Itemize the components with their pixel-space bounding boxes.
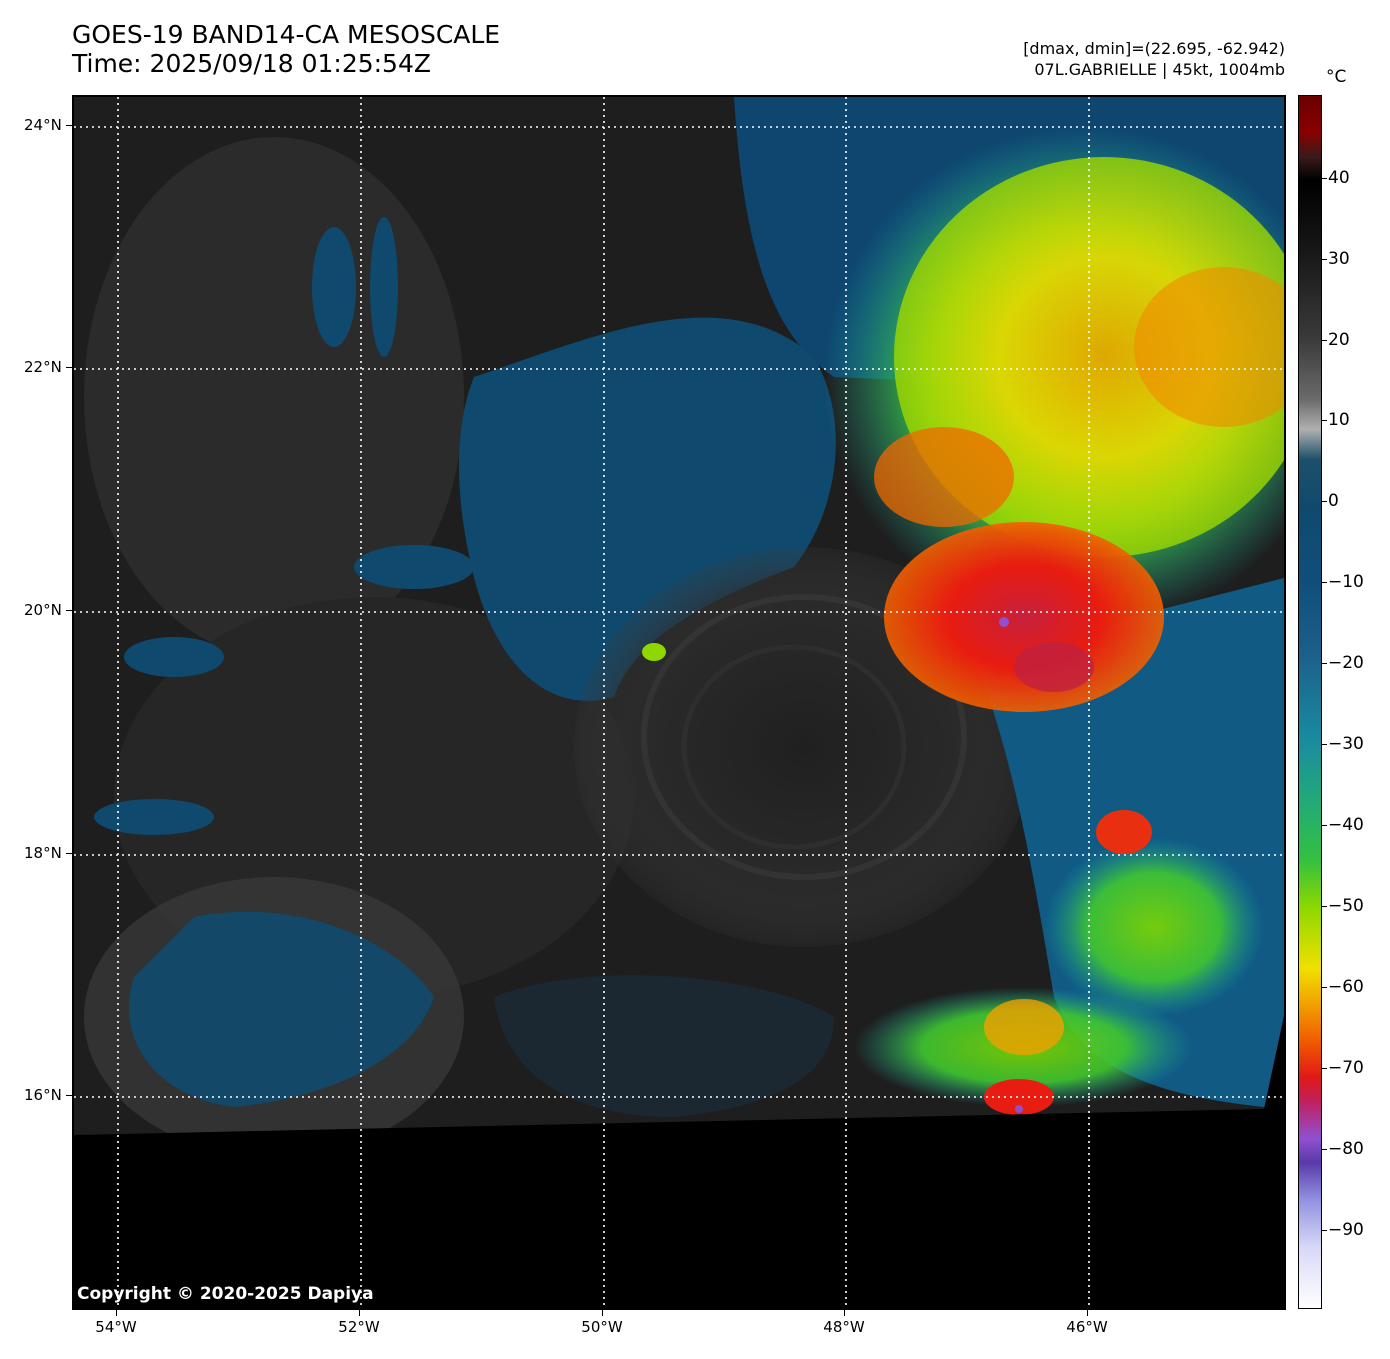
map-title: GOES-19 BAND14-CA MESOSCALE Time: 2025/0… (72, 20, 500, 78)
colorbar-label: −60 (1328, 977, 1364, 997)
lat-tick (66, 610, 72, 611)
lat-tick (66, 367, 72, 368)
colorbar-label: −50 (1328, 896, 1364, 916)
satellite-map[interactable] (72, 95, 1286, 1310)
colorbar-label: 40 (1328, 168, 1350, 188)
colorbar-tick (1322, 1230, 1327, 1231)
colorbar-tick (1322, 744, 1327, 745)
colorbar-tick (1322, 987, 1327, 988)
lat-label-18n: 18°N (24, 844, 62, 862)
lat-label-22n: 22°N (24, 358, 62, 376)
lat-tick (66, 853, 72, 854)
lon-label-50w: 50°W (581, 1318, 623, 1336)
colorbar-label: 10 (1328, 410, 1350, 430)
lon-label-46w: 46°W (1066, 1318, 1108, 1336)
colorbar (1298, 95, 1322, 1309)
dmax-dmin-text: [dmax, dmin]=(22.695, -62.942) (1023, 39, 1285, 58)
colorbar-tick (1322, 178, 1327, 179)
colorbar-tick (1322, 582, 1327, 583)
lat-tick (66, 1095, 72, 1096)
colorbar-tick (1322, 501, 1327, 502)
colorbar-label: 30 (1328, 249, 1350, 269)
colorbar-tick (1322, 906, 1327, 907)
lat-label-20n: 20°N (24, 601, 62, 619)
colorbar-tick (1322, 259, 1327, 260)
lon-tick (602, 1310, 603, 1316)
colorbar-tick (1322, 825, 1327, 826)
lon-tick (1087, 1310, 1088, 1316)
colorbar-tick (1322, 1149, 1327, 1150)
colorbar-label: −20 (1328, 653, 1364, 673)
colorbar-label: −80 (1328, 1139, 1364, 1159)
lon-tick (359, 1310, 360, 1316)
title-line-2: Time: 2025/09/18 01:25:54Z (72, 49, 431, 78)
satellite-imagery (74, 97, 1284, 1308)
colorbar-tick (1322, 420, 1327, 421)
lon-label-52w: 52°W (338, 1318, 380, 1336)
lon-tick (116, 1310, 117, 1316)
lon-label-54w: 54°W (95, 1318, 137, 1336)
copyright-text: Copyright © 2020-2025 Dapiya (77, 1284, 374, 1304)
colorbar-label: −10 (1328, 572, 1364, 592)
colorbar-tick (1322, 340, 1327, 341)
storm-info: [dmax, dmin]=(22.695, -62.942) 07L.GABRI… (1023, 38, 1285, 80)
colorbar-label: −70 (1328, 1058, 1364, 1078)
lat-tick (66, 125, 72, 126)
storm-name-text: 07L.GABRIELLE | 45kt, 1004mb (1034, 60, 1285, 79)
colorbar-label: −90 (1328, 1220, 1364, 1240)
title-line-1: GOES-19 BAND14-CA MESOSCALE (72, 20, 501, 49)
lon-tick (844, 1310, 845, 1316)
colorbar-label: −30 (1328, 734, 1364, 754)
lat-label-16n: 16°N (24, 1086, 62, 1104)
lat-label-24n: 24°N (24, 116, 62, 134)
colorbar-unit: °C (1326, 67, 1347, 87)
colorbar-tick (1322, 1068, 1327, 1069)
lon-label-48w: 48°W (823, 1318, 865, 1336)
colorbar-tick (1322, 663, 1327, 664)
colorbar-label: 0 (1328, 491, 1339, 511)
colorbar-label: 20 (1328, 330, 1350, 350)
colorbar-label: −40 (1328, 815, 1364, 835)
